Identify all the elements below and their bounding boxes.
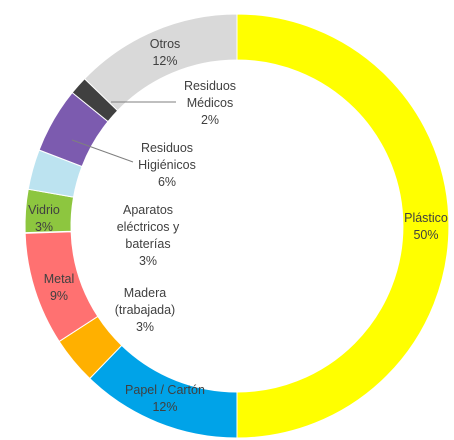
label-line: 50% — [413, 228, 438, 242]
label-line: Metal — [44, 272, 75, 286]
donut-slices — [24, 13, 450, 439]
label-line: 2% — [201, 113, 219, 127]
label-line: 3% — [136, 320, 154, 334]
leader-lines — [71, 101, 176, 163]
label-otros: Otros 12% — [150, 37, 181, 68]
label-line: Otros — [150, 37, 181, 51]
label-line: Papel / Cartón — [125, 383, 205, 397]
label-line: 12% — [152, 54, 177, 68]
label-line: 3% — [139, 254, 157, 268]
label-line: eléctricos y — [117, 220, 180, 234]
label-line: 12% — [152, 400, 177, 414]
label-line: baterías — [125, 237, 170, 251]
label-aparatos-electricos-y-baterias: Aparatos eléctricos y baterías 3% — [117, 203, 180, 268]
label-line: (trabajada) — [115, 303, 175, 317]
label-line: Médicos — [187, 96, 234, 110]
label-line: Madera — [124, 286, 166, 300]
label-madera-trabajada: Madera (trabajada) 3% — [115, 286, 175, 334]
slice-otros — [83, 13, 238, 112]
slice-labels: Plástico 50% Papel / Cartón 12% Madera (traba… — [28, 37, 448, 414]
label-line: Aparatos — [123, 203, 173, 217]
leader-residuos-higienicos — [71, 139, 134, 163]
label-residuos-higienicos: Residuos Higiénicos 6% — [138, 141, 196, 189]
label-line: 6% — [158, 175, 176, 189]
label-plastico: Plástico 50% — [404, 211, 448, 242]
slice-plastico — [236, 13, 450, 439]
label-line: Plástico — [404, 211, 448, 225]
slice-metal — [24, 231, 99, 343]
label-residuos-medicos: Residuos Médicos 2% — [184, 79, 236, 127]
label-line: 9% — [50, 289, 68, 303]
label-metal: Metal 9% — [44, 272, 75, 303]
label-line: Residuos — [184, 79, 236, 93]
label-line: Higiénicos — [138, 158, 196, 172]
slice-dark-segment — [71, 78, 119, 123]
label-line: Residuos — [141, 141, 193, 155]
label-vidrio: Vidrio 3% — [28, 203, 60, 234]
label-line: Vidrio — [28, 203, 60, 217]
label-line: 3% — [35, 220, 53, 234]
label-papel-carton: Papel / Cartón 12% — [125, 383, 205, 414]
